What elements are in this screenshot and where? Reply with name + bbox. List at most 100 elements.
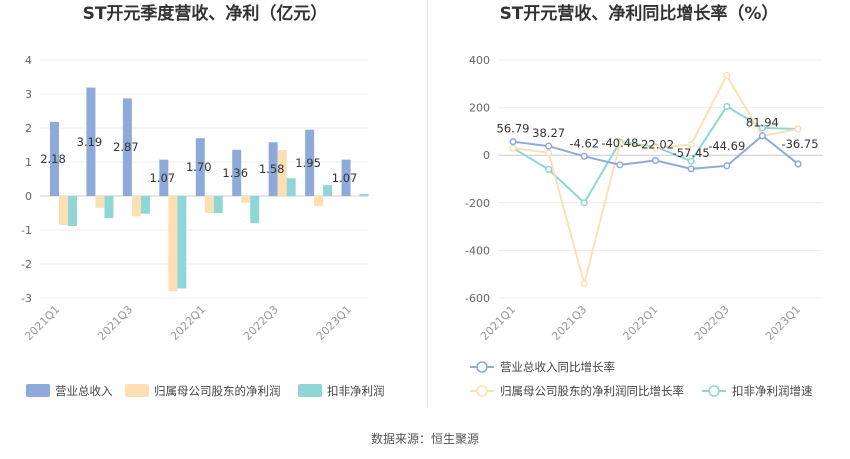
bar-归属母公司股东的净利润-2021Q4 [168, 196, 178, 292]
point-营业总收入同比增长率-2022Q1 [651, 156, 660, 164]
point-归属母公司股东的净利润同比增长率-2021Q1 [509, 144, 517, 152]
data-source-note: 数据来源：恒生聚源 [370, 432, 479, 446]
bar-营业总收入-2021Q2 [86, 87, 96, 196]
line-chart-grid [498, 59, 823, 299]
bar-扣非净利润-2023Q1 [359, 193, 369, 196]
bar-营业总收入-2023Q1 [341, 159, 351, 196]
point-归属母公司股东的净利润同比增长率-2023Q1 [794, 125, 802, 133]
bar-营业总收入-2022Q4 [305, 129, 315, 196]
legend-marker [708, 385, 720, 397]
x-tick-label: 2023Q1 [763, 303, 803, 343]
data-label-revenue: 1.58 [259, 162, 285, 176]
y-tick-label: 2 [25, 122, 32, 135]
chart-divider [427, 0, 428, 408]
legend-marker [476, 361, 488, 373]
bar-chart-legend[interactable]: 营业总收入 归属母公司股东的净利润 扣非净利润 [26, 384, 385, 398]
data-label-revenue: 1.07 [332, 171, 358, 185]
point-营业总收入同比增长率-2022Q3 [723, 162, 731, 170]
bar-营业总收入-2021Q3 [122, 98, 132, 196]
point-扣非净利润增速-2022Q2 [687, 157, 695, 165]
bar-chart-x-axis: 2021Q1 2021Q3 2022Q1 2022Q3 2023Q1 [22, 303, 354, 343]
legend-swatch [298, 384, 322, 397]
bar-chart-title: ST开元季度营收、净利（亿元） [83, 3, 328, 24]
legend-swatch [125, 384, 149, 397]
point-扣非净利润增速-2022Q3 [723, 102, 731, 110]
x-tick-label: 2023Q1 [314, 303, 354, 343]
y-tick-label: -2 [21, 258, 32, 271]
y-tick-label: 3 [25, 88, 32, 101]
x-tick-label: 2022Q3 [692, 303, 732, 343]
point-归属母公司股东的净利润同比增长率-2021Q2 [545, 149, 553, 157]
point-扣非净利润增速-2021Q3 [580, 199, 588, 207]
bar-扣非净利润-2021Q2 [104, 196, 114, 219]
data-label-revenue: 2.87 [113, 140, 139, 154]
legend-swatch [26, 384, 50, 397]
x-tick-label: 2022Q3 [241, 303, 281, 343]
quarterly-revenue-profit-bar-chart: ST开元季度营收、净利（亿元） -3 -2 -1 0 1 2 3 4 2.18 3.19 2.87… [21, 3, 385, 398]
legend-label: 扣非净利润增速 [732, 384, 813, 398]
y-tick-label: 0 [483, 149, 490, 162]
data-label-revenue-growth: -40.48 [601, 136, 638, 150]
x-tick-label: 2021Q3 [95, 303, 135, 343]
data-label-revenue-growth: -4.62 [569, 136, 599, 150]
line-chart-title: ST开元营收、净利同比增长率（%） [500, 3, 779, 24]
point-营业总收入同比增长率-2021Q1 [509, 138, 517, 146]
y-tick-label: 0 [25, 190, 32, 203]
point-归属母公司股东的净利润同比增长率-2022Q2 [687, 140, 695, 149]
bar-扣非净利润-2022Q2 [250, 196, 260, 224]
x-tick-label: 2022Q1 [621, 303, 661, 343]
x-tick-label: 2022Q1 [168, 303, 208, 343]
bar-扣非净利润-2021Q3 [140, 196, 150, 214]
bar-chart-bars [50, 87, 369, 292]
y-tick-label: -400 [465, 244, 490, 257]
point-扣非净利润增速-2021Q2 [545, 165, 553, 174]
data-label-revenue-growth: -22.02 [637, 137, 674, 151]
data-label-revenue: 2.18 [40, 152, 66, 166]
data-label-revenue-growth: -57.45 [673, 146, 710, 160]
y-tick-label: 400 [469, 54, 490, 67]
data-label-revenue: 3.19 [77, 135, 103, 149]
legend-label: 扣非净利润 [327, 384, 385, 398]
legend-label: 归属母公司股东的净利润同比增长率 [500, 384, 684, 398]
line-chart-lines [509, 71, 802, 288]
bar-chart-data-labels: 2.18 3.19 2.87 1.07 1.70 1.36 1.58 1.95 1.07 [40, 135, 357, 185]
data-label-revenue-growth: 56.79 [497, 122, 530, 136]
bar-营业总收入-2021Q4 [159, 159, 169, 196]
data-label-revenue: 1.95 [295, 156, 321, 170]
bar-归属母公司股东的净利润-2022Q4 [314, 196, 324, 207]
point-营业总收入同比增长率-2022Q2 [687, 165, 695, 173]
bar-营业总收入-2022Q1 [195, 138, 205, 196]
point-归属母公司股东的净利润同比增长率-2022Q1 [651, 144, 660, 152]
y-tick-label: 4 [25, 54, 32, 67]
line-归属母公司股东的净利润同比增长率 [512, 73, 799, 288]
bar-扣非净利润-2022Q3 [286, 178, 296, 196]
data-label-revenue: 1.07 [150, 171, 176, 185]
data-label-revenue-growth: -36.75 [781, 137, 818, 151]
bar-扣非净利润-2022Q4 [323, 185, 333, 196]
legend-marker [476, 385, 488, 397]
point-营业总收入同比增长率-2021Q2 [545, 142, 553, 150]
bar-归属母公司股东的净利润-2022Q1 [204, 196, 214, 213]
point-营业总收入同比增长率-2021Q3 [580, 152, 588, 160]
point-营业总收入同比增长率-2022Q4 [758, 132, 766, 140]
data-label-revenue: 1.36 [222, 166, 248, 180]
bar-归属母公司股东的净利润-2021Q3 [131, 196, 141, 217]
point-营业总收入同比增长率-2023Q1 [794, 160, 802, 168]
bar-归属母公司股东的净利润-2021Q1 [59, 196, 68, 225]
data-label-revenue-growth: 38.27 [532, 126, 565, 140]
data-label-revenue-growth: -44.69 [708, 139, 745, 153]
bar-归属母公司股东的净利润-2022Q3 [277, 150, 287, 196]
bar-chart-y-axis: -3 -2 -1 0 1 2 3 4 [21, 54, 32, 305]
legend-label: 营业总收入同比增长率 [500, 360, 615, 374]
x-tick-label: 2021Q1 [478, 303, 518, 343]
data-label-revenue: 1.70 [186, 160, 212, 174]
line-chart-data-labels: 56.79 38.27 -4.62 -40.48-22.02-57.45-44.698… [497, 116, 819, 160]
bar-归属母公司股东的净利润-2022Q2 [241, 196, 251, 203]
data-label-revenue-growth: 81.94 [746, 116, 779, 130]
legend-label: 营业总收入 [55, 384, 113, 398]
point-归属母公司股东的净利润同比增长率-2022Q3 [723, 71, 731, 80]
point-营业总收入同比增长率-2021Q4 [616, 161, 624, 169]
bar-扣非净利润-2022Q1 [213, 196, 223, 213]
bar-营业总收入-2022Q3 [268, 142, 278, 196]
